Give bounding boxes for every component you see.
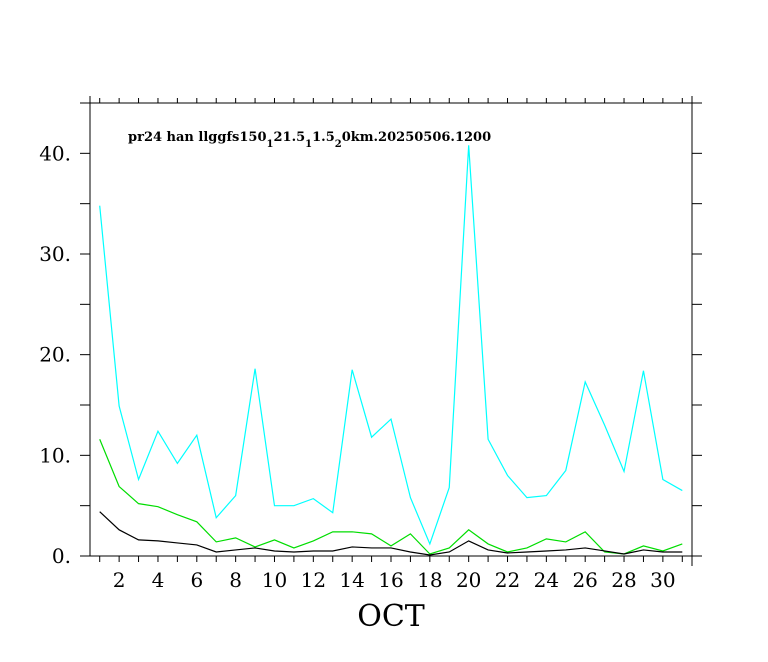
x-tick-label: 2 [113,568,126,592]
y-tick-label: 20. [39,343,71,367]
x-tick-label: 24 [534,568,559,592]
x-tick-label: 22 [495,568,520,592]
y-tick-label: 10. [39,443,71,467]
x-tick-label: 18 [417,568,442,592]
y-tick-label: 0. [52,544,71,568]
series-group [99,145,683,556]
y-tick-label: 30. [39,242,71,266]
x-tick-label: 16 [378,568,403,592]
x-ticks-group: 2 4 6 8 10 12 14 16 18 20 22 24 26 28 30 [99,98,683,592]
y-tick-label: 40. [39,141,71,165]
chart-title: pr24 han llggfs150121.511.520km.20250506… [128,130,491,150]
x-tick-label: 6 [190,568,203,592]
series-line-3 [99,511,683,556]
chart-title-part: 1 [267,139,274,150]
series-line-1 [99,145,683,546]
chart-title-part: 2 [335,139,342,150]
x-tick-label: 12 [301,568,326,592]
plot-frame [89,102,693,557]
y-ticks-group: 0. 10. 20. 30. 40. [39,102,702,568]
chart-title-part: 0km.20250506.1200 [342,130,491,145]
chart-title-part: 1 [305,139,312,150]
x-tick-label: 20 [456,568,481,592]
x-tick-label: 8 [229,568,242,592]
x-tick-label: 10 [262,568,287,592]
x-tick-label: 28 [611,568,636,592]
x-axis-title: OCT [357,599,425,634]
x-tick-label: 4 [152,568,165,592]
x-tick-label: 14 [339,568,364,592]
chart-title-part: pr24 han llggfs150 [128,130,267,145]
x-tick-label: 30 [650,568,675,592]
chart-title-part: 1.5 [312,130,335,145]
x-tick-label: 26 [572,568,597,592]
chart-title-part: 21.5 [273,130,305,145]
series-line-2 [99,438,683,555]
